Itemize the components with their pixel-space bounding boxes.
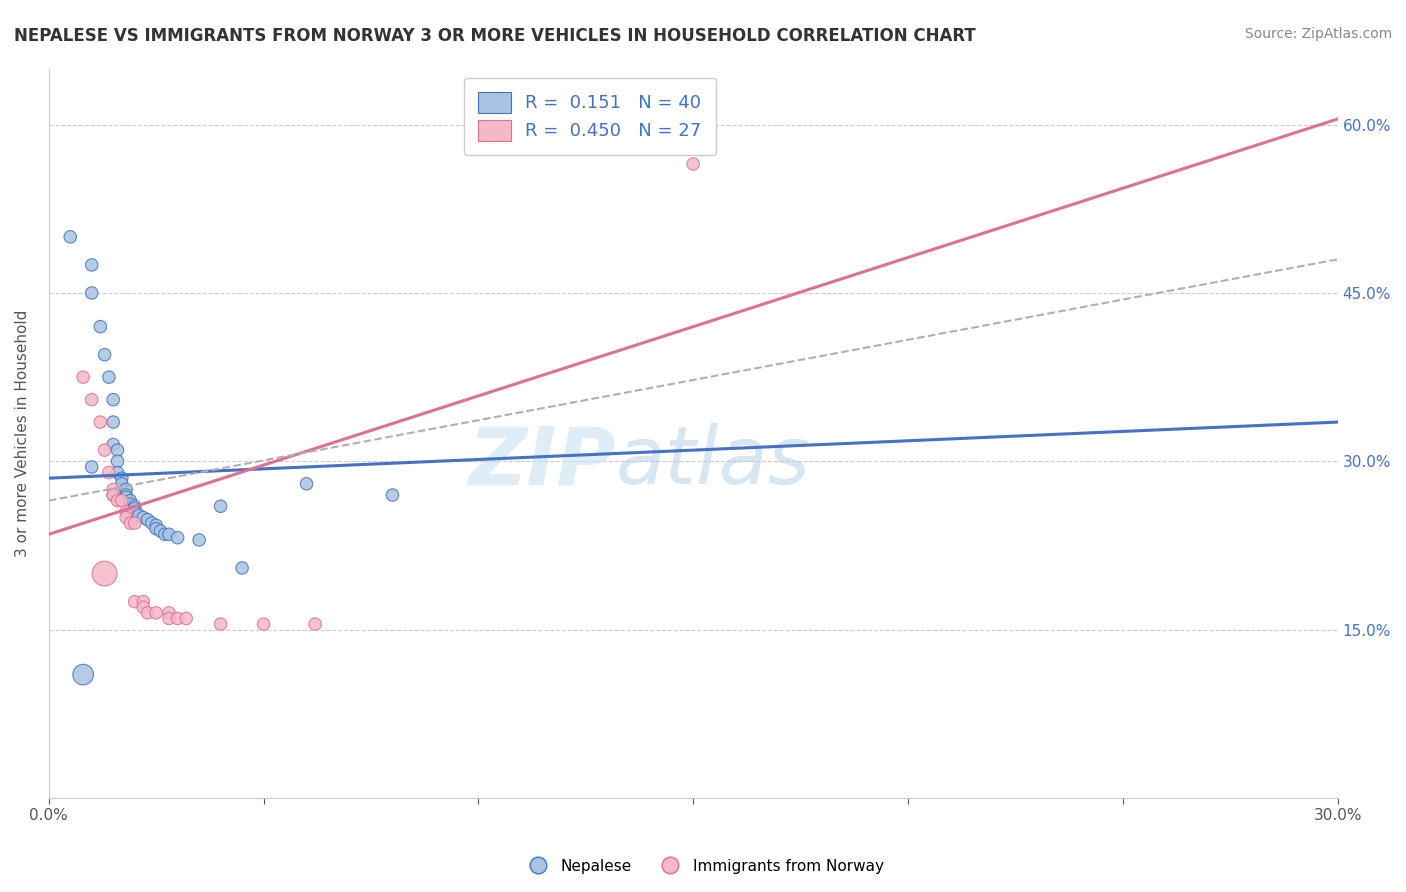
Point bbox=[153, 527, 176, 541]
Point bbox=[107, 493, 129, 508]
Point bbox=[115, 510, 138, 524]
Point bbox=[188, 533, 211, 547]
Point bbox=[103, 488, 125, 502]
Point bbox=[136, 513, 159, 527]
Point bbox=[381, 488, 404, 502]
Point bbox=[166, 611, 188, 625]
Point bbox=[124, 516, 146, 530]
Point bbox=[93, 566, 115, 581]
Text: ZIP: ZIP bbox=[468, 424, 616, 501]
Point bbox=[157, 527, 180, 541]
Point bbox=[128, 508, 150, 523]
Point bbox=[115, 505, 138, 519]
Point bbox=[120, 497, 142, 511]
Point bbox=[80, 285, 103, 300]
Point bbox=[157, 611, 180, 625]
Text: Source: ZipAtlas.com: Source: ZipAtlas.com bbox=[1244, 27, 1392, 41]
Point bbox=[157, 606, 180, 620]
Point bbox=[97, 466, 120, 480]
Point bbox=[682, 157, 704, 171]
Y-axis label: 3 or more Vehicles in Household: 3 or more Vehicles in Household bbox=[15, 310, 30, 557]
Point bbox=[136, 606, 159, 620]
Point bbox=[145, 522, 167, 536]
Point bbox=[80, 392, 103, 407]
Point bbox=[80, 460, 103, 475]
Point bbox=[115, 490, 138, 504]
Point bbox=[93, 348, 115, 362]
Text: atlas: atlas bbox=[616, 424, 811, 501]
Point bbox=[124, 505, 146, 519]
Point bbox=[124, 594, 146, 608]
Point bbox=[59, 230, 82, 244]
Point bbox=[72, 667, 94, 681]
Point bbox=[115, 488, 138, 502]
Point bbox=[103, 488, 125, 502]
Point bbox=[141, 516, 163, 530]
Point bbox=[166, 531, 188, 545]
Point bbox=[145, 518, 167, 533]
Point bbox=[103, 415, 125, 429]
Point bbox=[103, 483, 125, 497]
Point bbox=[149, 524, 172, 538]
Point bbox=[231, 561, 253, 575]
Point bbox=[209, 500, 232, 514]
Legend: Nepalese, Immigrants from Norway: Nepalese, Immigrants from Norway bbox=[516, 853, 890, 880]
Point bbox=[132, 600, 155, 615]
Point bbox=[132, 510, 155, 524]
Point bbox=[103, 437, 125, 451]
Point bbox=[304, 617, 326, 632]
Text: NEPALESE VS IMMIGRANTS FROM NORWAY 3 OR MORE VEHICLES IN HOUSEHOLD CORRELATION C: NEPALESE VS IMMIGRANTS FROM NORWAY 3 OR … bbox=[14, 27, 976, 45]
Point bbox=[107, 466, 129, 480]
Point bbox=[120, 493, 142, 508]
Legend: R =  0.151   N = 40, R =  0.450   N = 27: R = 0.151 N = 40, R = 0.450 N = 27 bbox=[464, 78, 716, 155]
Point bbox=[93, 443, 115, 458]
Point bbox=[120, 516, 142, 530]
Point bbox=[107, 454, 129, 468]
Point bbox=[132, 594, 155, 608]
Point bbox=[97, 370, 120, 384]
Point bbox=[89, 415, 111, 429]
Point bbox=[103, 392, 125, 407]
Point bbox=[124, 500, 146, 514]
Point bbox=[80, 258, 103, 272]
Point bbox=[111, 471, 134, 485]
Point bbox=[252, 617, 274, 632]
Point bbox=[115, 483, 138, 497]
Point bbox=[174, 611, 197, 625]
Point bbox=[107, 443, 129, 458]
Point bbox=[111, 493, 134, 508]
Point bbox=[72, 370, 94, 384]
Point bbox=[111, 476, 134, 491]
Point bbox=[209, 617, 232, 632]
Point bbox=[145, 606, 167, 620]
Point bbox=[124, 501, 146, 516]
Point bbox=[295, 476, 318, 491]
Point bbox=[89, 319, 111, 334]
